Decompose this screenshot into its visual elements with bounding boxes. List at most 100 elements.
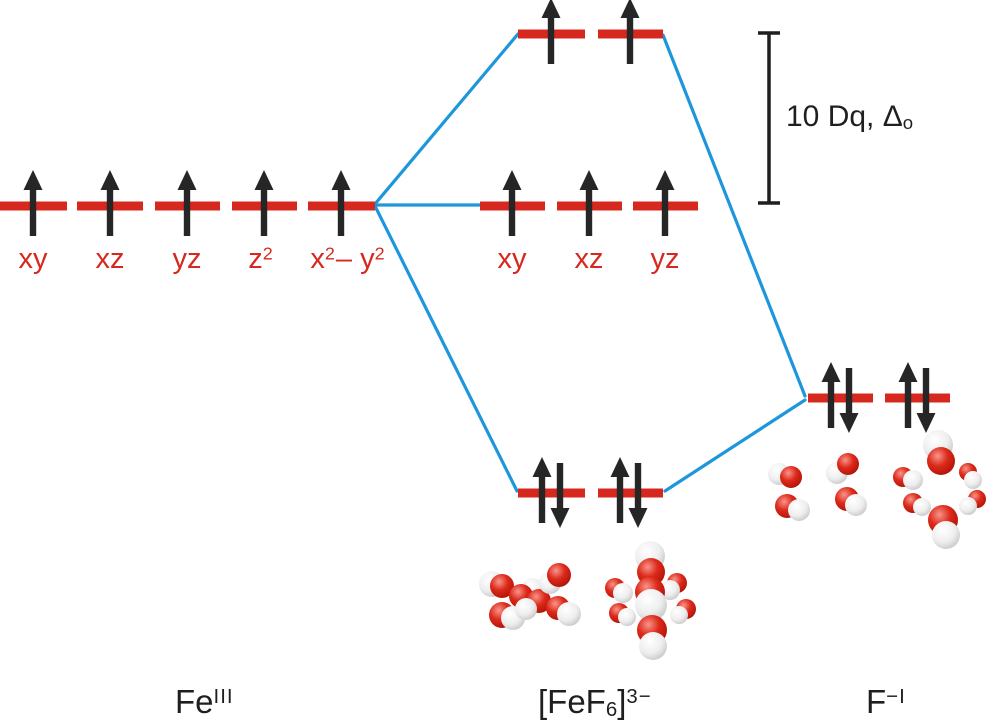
sphere-white [845,494,867,516]
electron-up-arrow [260,188,268,236]
electron-up-arrow [626,16,634,64]
orbital-label-t2g-xz: xz [574,243,604,275]
ligand-model-1 [768,463,810,521]
electron-down-arrow [845,368,853,416]
electrons-eg-2 [620,0,640,64]
electrons-t2g-yz [655,170,675,236]
electron-up-arrowhead [502,170,522,190]
electron-up-arrowhead [898,362,918,382]
electron-up-arrowhead [620,0,640,18]
orbital-label-t2g-xy: xy [497,243,527,275]
sphere-white [660,580,680,600]
p-orbital-model [489,602,525,630]
electrons-t2g-xy [502,170,522,236]
p-orbital-model [903,493,931,516]
sphere-white [959,497,977,515]
complex-model-left [479,563,581,630]
splitting-bracket [758,31,780,205]
connector-fe-to-bond [373,204,519,493]
electron-up-arrow [106,188,114,236]
caption-complex: [FeF6]3− [538,683,652,722]
ligand-model-ring [893,430,986,549]
p-orbital-model [515,589,551,620]
electron-down-arrowhead [628,508,648,528]
electrons-fluoride-2 [898,362,936,433]
sphere-white [515,598,537,620]
sphere-white [618,608,636,626]
connector-eg-to-f [661,33,807,398]
orbital-label-fe-x2y2: x2– y2 [310,243,386,275]
orbital-label-t2g-yz: yz [650,243,680,275]
sphere-white [613,583,633,603]
sphere-red [837,453,859,475]
electron-up-arrowhead [254,170,274,190]
electron-up-arrow [547,16,555,64]
electrons-t2g-xz [579,170,599,236]
electron-up-arrowhead [579,170,599,190]
p-orbital-model [637,615,667,660]
sphere-white [670,606,688,624]
electron-down-arrowhead [916,413,936,433]
electrons-fe-x2y2 [331,170,351,236]
p-orbital-model [670,599,696,624]
p-orbital-model [768,463,802,488]
p-orbital-model [546,596,581,626]
molecule-models [479,430,986,660]
splitting-energy-label: 10 Dq, Δo [786,100,914,133]
sphere-white [964,471,982,489]
electron-down-arrow [922,368,930,416]
electron-up-arrow [183,188,191,236]
p-orbital-model [959,463,982,489]
level-bar-fluoride-2 [885,393,950,403]
level-bar-bond-1 [518,488,585,498]
electrons-fluoride-1 [821,362,859,433]
caption-ligand: F−I [866,683,906,720]
electrons-fe-xz [100,170,120,236]
sphere-white [932,521,960,549]
orbital-label-fe-z2: z2 [248,243,274,275]
orbital-label-fe-yz: yz [172,243,202,275]
p-orbital-model [835,487,867,516]
electron-up-arrow [616,475,624,523]
p-orbital-model [893,467,923,490]
p-orbital-model [479,571,514,598]
electron-down-arrow [556,463,564,511]
p-orbital-model [959,490,986,515]
level-bar-bond-2 [598,488,663,498]
electron-arrows [23,0,936,528]
electrons-eg-1 [541,0,561,64]
orbital-label-fe-xy: xy [18,243,48,275]
electron-down-arrow [634,463,642,511]
electron-up-arrowhead [100,170,120,190]
electron-up-arrowhead [655,170,675,190]
p-orbital-model [923,430,955,475]
electron-up-arrowhead [331,170,351,190]
p-orbital-model [635,577,667,621]
orbital-label-fe-xz: xz [95,243,125,275]
sphere-white [557,602,581,626]
electrons-fe-yz [177,170,197,236]
complex-model-right [605,541,696,660]
electron-up-arrowhead [177,170,197,190]
electron-up-arrow [585,188,593,236]
p-orbital-model [539,563,571,594]
p-orbital-model [609,603,636,626]
electron-up-arrow [337,188,345,236]
connector-lines [373,32,807,493]
electron-down-arrowhead [839,413,859,433]
sphere-red [927,447,955,475]
sphere-red [547,563,571,587]
electrons-bond-1 [532,457,570,528]
electron-up-arrow [508,188,516,236]
electrons-fe-z2 [254,170,274,236]
sphere-white [635,589,667,621]
sphere-white [788,499,810,521]
electron-up-arrowhead [532,457,552,477]
electrons-fe-xy [23,170,43,236]
connector-fe-to-eg [373,32,520,206]
p-orbital-model [775,494,810,521]
p-orbital-model [928,505,960,549]
p-orbital-model [826,453,859,484]
